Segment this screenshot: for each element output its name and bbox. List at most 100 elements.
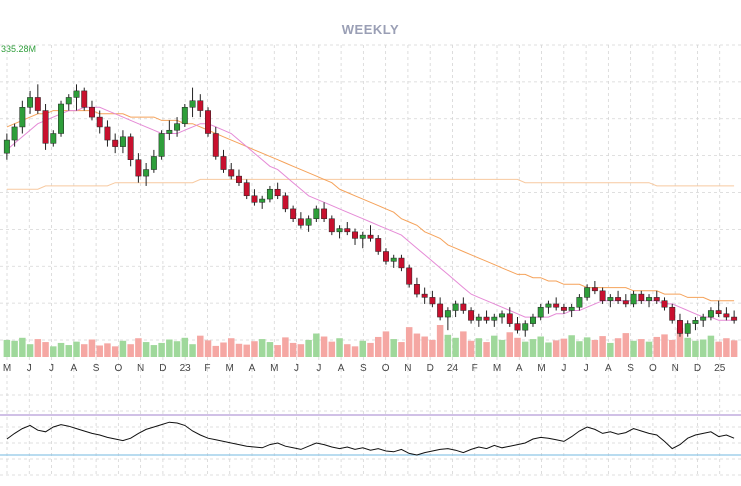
x-axis-tick-label: F [472,363,478,374]
volume-bar [444,334,452,357]
x-axis-tick-label: M [226,363,234,374]
volume-bar [491,335,498,357]
volume-bar [57,342,65,357]
volume-bar [436,325,444,357]
volume-bar [560,338,568,357]
candle-body [212,133,219,157]
volume-bar [421,336,428,357]
candle-body [607,297,614,301]
volume-bar [19,337,26,357]
volume-bar [104,343,111,357]
x-axis-tick-label: O [649,363,657,374]
volume-bar [80,344,88,357]
candle-body [506,313,513,324]
x-axis-tick-label: N [404,363,411,374]
candle-body [42,110,49,144]
volume-bar [274,345,281,357]
volume-bar [181,337,189,357]
volume-max-label: 335.28M [1,44,37,54]
candle-body [266,188,273,200]
x-axis-tick-label: J [27,363,32,374]
candle-body [127,136,134,160]
candle-body [181,107,188,124]
candle-body [344,228,351,233]
x-axis-tick-label: O [382,363,390,374]
candle-body [189,100,196,108]
candle-body [352,231,358,239]
candle-body [305,218,312,226]
candle-body [700,316,707,321]
candle-body [421,293,428,298]
x-axis-tick-label: M [537,363,545,374]
volume-bar [235,343,243,357]
volume-bar [142,342,150,357]
candle-body [591,287,598,292]
x-axis-tick-label: F [204,363,210,374]
volume-bar [243,344,250,357]
volume-bar [96,345,103,357]
candle-body [553,303,560,308]
volume-bar [607,342,614,357]
candle-body [27,97,34,108]
candle-body [731,316,738,321]
volume-bar [282,337,289,357]
candle-body [58,103,64,134]
candle-body [166,129,173,134]
volume-bar [483,342,490,357]
candle-body [228,169,235,177]
volume-bar [583,337,591,357]
candle-body [34,97,41,111]
candle-body [638,293,645,301]
candle-body [723,313,730,318]
candle-body [290,208,297,219]
volume-bar [351,346,359,357]
volume-bar [398,342,405,357]
moving-average-short [6,106,735,321]
candle-body [677,320,683,334]
candle-body [143,169,150,177]
x-axis-tick-label: J [561,363,566,374]
x-axis-tick-label: M [493,363,501,374]
candle-body [707,310,714,318]
volume-bar [668,339,676,357]
x-axis-tick-label: S [360,363,367,374]
volume-bar [692,340,699,357]
volume-bar [614,338,622,357]
candle-body [437,303,444,318]
candle-body [413,284,420,295]
volume-bar [707,335,715,357]
volume-bar [266,342,274,357]
candle-body [584,287,591,298]
candle-body [475,316,482,321]
volume-bar [50,346,57,357]
volume-bar [475,338,483,357]
candle-body [81,90,88,108]
candle-body [375,238,382,252]
candle-body [119,136,126,147]
candle-body [468,310,475,321]
volume-bar [197,335,204,357]
x-axis-tick-label: A [338,363,345,374]
volume-bar [344,344,351,357]
volume-bar [529,339,537,357]
volume-bar [336,338,343,357]
volume-bar [599,336,606,357]
x-axis-tick-label: M [270,363,278,374]
candle-body [615,297,622,301]
candle-body [65,97,72,105]
candle-body [3,139,10,154]
volume-bar [521,341,529,357]
candle-body [104,126,111,141]
volume-bar [498,339,506,357]
volume-bar [638,339,645,357]
candle-body [243,182,250,197]
volume-bar [537,336,544,357]
x-axis-tick-label: 23 [180,363,192,374]
candle-body [444,310,451,318]
moving-average-long [6,178,735,190]
volume-bar [405,327,413,357]
volume-bar [189,344,196,357]
volume-bar [359,340,367,357]
candle-body [599,290,606,301]
